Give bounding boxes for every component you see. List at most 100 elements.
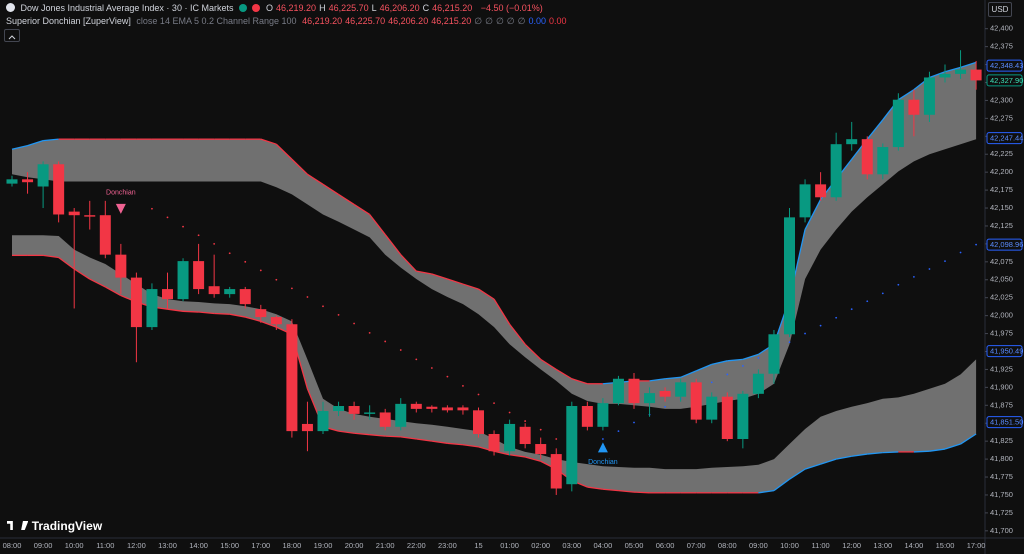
candle-body [675,382,687,397]
x-tick-label: 10:00 [780,541,799,550]
band-edge [711,360,728,366]
trail-dot [337,314,340,316]
trail-dot [944,260,946,263]
y-tick-label: 42,375 [990,42,1013,51]
y-tick-label: 42,050 [990,275,1013,284]
price-axis-bg [985,0,1024,554]
candle-body [877,147,889,175]
price-label-box [986,132,1023,145]
candle-body [550,454,562,489]
candle-body [208,286,220,295]
candle-body [815,184,827,198]
ohlc-legend: O 46,219.20 H 46,225.70 L 46,206.20 C 46,215.20 [266,3,475,13]
indicator-empty: ∅ [506,16,515,26]
band-edge [369,434,386,437]
x-tick-label: 11:00 [96,541,114,550]
band-edge [198,311,215,315]
band-edge [369,214,386,235]
indicator-empty: ∅ [517,16,526,26]
y-tick-label: 42,175 [990,185,1013,194]
candle-body [410,403,422,409]
trail-dot [959,251,962,254]
x-tick-label: 11:00 [811,541,829,550]
band-edge [804,199,822,230]
collapse-button[interactable] [4,29,20,42]
candle-body [457,407,469,411]
candle-body [737,393,749,440]
band-edge [43,254,59,259]
band-edge [322,183,339,195]
trail-dot [228,252,231,255]
candle-body [364,412,376,414]
band-edge [384,234,402,256]
band-edge [944,443,961,450]
candle-body [162,289,173,300]
y-tick-label: 41,800 [990,454,1013,463]
candle-body [317,411,329,432]
band-edge [727,358,743,362]
trail-dot [819,324,822,327]
band-edge [447,278,464,285]
price-label: 42,247.44 [990,134,1023,143]
band-edge [820,458,837,465]
y-tick-label: 42,225 [990,149,1013,158]
trail-dot [835,316,838,319]
indicator-value: 0.00 [528,16,546,26]
trail-dot [446,375,449,378]
candle-body [970,69,982,81]
candle-body [612,378,624,404]
candle-body [706,396,718,420]
trail-dot [197,234,200,237]
trail-dot [928,268,931,270]
band-edge [773,478,790,492]
indicator-empty: ∅ [495,16,504,26]
symbol-header: Dow Jones Industrial Average Index · 30 … [6,3,546,13]
trail-dot [975,243,977,246]
brand-name: TradingView [31,519,103,533]
indicator-header: Superior Donchian [ZuperView] close 14 E… [6,16,573,27]
trail-dot [151,207,153,210]
trail-dot [259,269,262,272]
candle-body [37,164,49,187]
currency-button[interactable]: USD [988,2,1012,17]
signal-marker [115,203,126,214]
trail-dot [897,283,900,286]
price-label: 42,098.96 [990,240,1023,249]
band-edge [416,438,432,442]
band-edge [602,488,619,492]
band-edge [789,468,806,480]
candle-body [177,261,189,300]
band-edge [867,451,883,455]
market-status [252,4,261,12]
indicator-value: 0.00 [549,16,567,26]
x-tick-label: 06:00 [656,541,675,550]
signal-marker [597,442,608,453]
band-edge [695,363,712,372]
price-label-box [986,345,1023,358]
band-edge [493,298,511,325]
candle-body [488,433,500,452]
ohlc-key: H [319,3,326,13]
band-edge [245,316,261,322]
indicator-value: 46,219.20 [302,16,343,26]
y-tick-label: 42,000 [990,311,1013,320]
trail-dot [633,421,635,424]
candle-body [379,412,391,427]
y-tick-label: 41,750 [990,490,1013,499]
band-edge [11,144,28,150]
band-edge [447,442,464,446]
signal-label: Donchian [106,190,136,197]
trail-dot [757,357,760,359]
candle-body [628,378,640,404]
band-edge [354,432,370,436]
indicator-value: 46,206.20 [388,16,429,26]
y-tick-label: 41,775 [990,472,1013,481]
ohlc-key: L [371,3,377,13]
x-tick-label: 15:00 [220,541,239,550]
x-tick-label: 12:00 [127,541,146,550]
band-edge [960,433,977,445]
ohlc-key: C [422,3,430,13]
candle-body [566,406,578,485]
y-tick-label: 42,400 [990,24,1013,33]
